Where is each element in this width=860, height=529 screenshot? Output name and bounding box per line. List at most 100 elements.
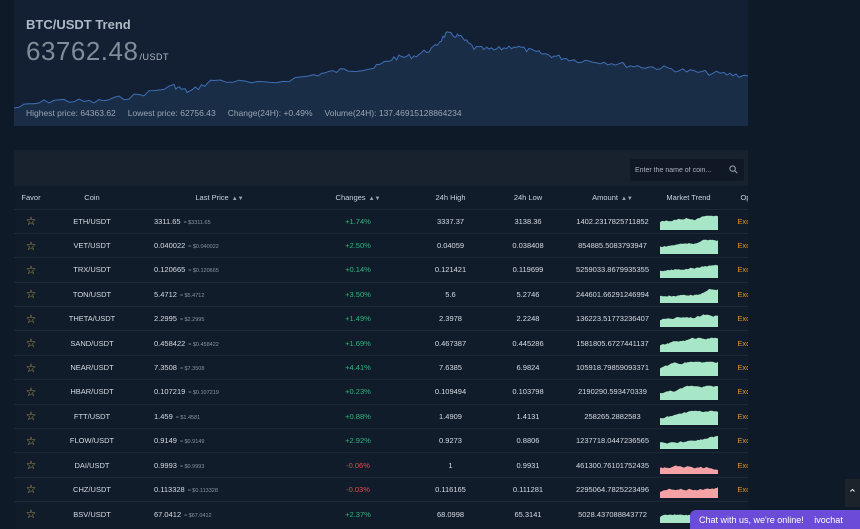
price-usd-approx: ≈ $0.458422 — [188, 341, 219, 348]
exchange-link[interactable]: Exchange — [737, 338, 748, 348]
price-usd-approx: ≈ $5.4712 — [179, 292, 205, 299]
table-row[interactable]: ☆ FLOW/USDT 0.9149 ≈ $0.9149 +2.92% 0.9273 0.8… — [14, 428, 748, 453]
favorite-star-icon[interactable]: ☆ — [14, 476, 48, 502]
table-row[interactable]: ☆ CHZ/USDT 0.113328 ≈ $0.113328 -0.03% 0.1161… — [14, 476, 748, 502]
chat-widget[interactable]: Chat with us, we're online! ivochat — [690, 510, 860, 529]
exchange-link[interactable]: Exchange — [737, 363, 748, 373]
exchange-link[interactable]: Exchange — [737, 460, 748, 470]
last-price: 7.3508 ≈ $7.3508 — [136, 354, 303, 380]
last-price-value: 0.113328 — [154, 484, 185, 494]
market-table: Favor Coin Last Price ▲▼ Changes ▲▼ 24h Hi… — [14, 186, 748, 527]
last-price: 0.107219 ≈ $0.107219 — [136, 379, 303, 405]
favorite-star-icon[interactable]: ☆ — [14, 330, 48, 356]
amount: 1402.2317825711852 — [568, 208, 657, 234]
table-row[interactable]: ☆ ETH/USDT 3311.65 ≈ $3311.65 +1.74% 3337.37 3… — [14, 208, 748, 234]
high-24h: 7.6385 — [413, 354, 488, 380]
high-24h: 3337.37 — [413, 208, 488, 234]
table-row[interactable]: ☆ THETA/USDT 2.2995 ≈ $2.2995 +1.49% 2.3978 2.… — [14, 306, 748, 331]
col-favor: Favor — [21, 192, 41, 202]
exchange-link[interactable]: Exchange — [737, 289, 748, 299]
amount: 244601.66291246994 — [568, 281, 657, 307]
exchange-link[interactable]: Exchange — [737, 436, 748, 446]
favorite-star-icon[interactable]: ☆ — [14, 257, 48, 283]
trend-area — [14, 31, 748, 126]
col-amount[interactable]: Amount ▲▼ — [568, 186, 657, 209]
favorite-star-icon[interactable]: ☆ — [14, 501, 48, 527]
amount: 2190290.593470339 — [568, 379, 657, 405]
low-24h: 0.103798 — [488, 379, 568, 405]
col-coin: Coin — [84, 192, 100, 202]
price-usd-approx: ≈ $7.3508 — [179, 366, 205, 373]
exchange-cell: Exchange — [720, 403, 748, 429]
table-row[interactable]: ☆ DAI/USDT 0.9993 ≈ $0.9993 -0.06% 1 0.9931 461… — [14, 452, 748, 478]
high-24h: 0.04059 — [413, 232, 488, 258]
coin-pair: HBAR/USDT — [48, 379, 136, 405]
favorite-star-icon[interactable]: ☆ — [14, 354, 48, 380]
sparkline-area — [659, 288, 718, 303]
sort-icon[interactable]: ▲▼ — [231, 195, 244, 202]
back-to-top-button[interactable]: ⌃ — [845, 479, 860, 507]
amount: 1581805.6727441137 — [568, 330, 657, 356]
price-usd-approx: ≈ $2.2995 — [179, 317, 205, 324]
table-row[interactable]: ☆ HBAR/USDT 0.107219 ≈ $0.107219 +0.23% 0.109… — [14, 379, 748, 405]
sparkline-chart — [659, 314, 718, 328]
favorite-star-icon[interactable]: ☆ — [14, 379, 48, 405]
table-row[interactable]: ☆ SAND/USDT 0.458422 ≈ $0.458422 +1.69% 0.467… — [14, 330, 748, 356]
exchange-cell: Exchange — [720, 379, 748, 405]
trend-title: BTC/USDT Trend — [26, 17, 131, 32]
volume-24h: Volume(24H): 137.46915128864234 — [324, 108, 462, 118]
favorite-star-icon[interactable]: ☆ — [14, 452, 48, 478]
exchange-link[interactable]: Exchange — [737, 265, 748, 275]
low-24h: 0.445286 — [488, 330, 568, 356]
favorite-star-icon[interactable]: ☆ — [14, 306, 48, 331]
price-value: 63762.48 — [26, 36, 139, 66]
exchange-link[interactable]: Exchange — [737, 484, 748, 494]
last-price-value: 67.0412 — [154, 509, 182, 519]
sparkline-chart — [659, 215, 718, 230]
favorite-star-icon[interactable]: ☆ — [14, 428, 48, 453]
exchange-link[interactable]: Exchange — [737, 411, 748, 421]
coin-pair: BSV/USDT — [48, 501, 136, 527]
high-24h: 0.109494 — [413, 379, 488, 405]
table-row[interactable]: ☆ BSV/USDT 67.0412 ≈ $67.0412 +2.37% 68.0998 6… — [14, 501, 748, 527]
favorite-star-icon[interactable]: ☆ — [14, 403, 48, 429]
change-percent: +1.49% — [303, 306, 413, 331]
exchange-link[interactable]: Exchange — [737, 387, 748, 397]
table-row[interactable]: ☆ VET/USDT 0.040022 ≈ $0.040022 +2.50% 0.0405… — [14, 232, 748, 258]
exchange-link[interactable]: Exchange — [737, 216, 748, 226]
sparkline-chart — [659, 410, 718, 425]
table-row[interactable]: ☆ TON/USDT 5.4712 ≈ $5.4712 +3.50% 5.6 5.2746 2… — [14, 281, 748, 307]
table-row[interactable]: ☆ FTT/USDT 1.459 ≈ $1.4581 +0.88% 1.4909 1.413… — [14, 403, 748, 429]
favorite-star-icon[interactable]: ☆ — [14, 232, 48, 258]
col-operate: Operate — [740, 192, 748, 202]
market-trend-sparkline — [657, 428, 720, 453]
market-trend-sparkline — [657, 330, 720, 356]
search-icon[interactable] — [729, 165, 738, 174]
sort-icon[interactable]: ▲▼ — [368, 195, 381, 202]
last-price: 0.113328 ≈ $0.113328 — [136, 476, 303, 502]
coin-search-input[interactable] — [635, 166, 727, 174]
table-row[interactable]: ☆ TRX/USDT 0.120665 ≈ $0.120665 +0.14% 0.1214… — [14, 257, 748, 283]
exchange-cell: Exchange — [720, 428, 748, 453]
market-table-panel: Favor Coin Last Price▲▼ Changes▲▼ 24h Hi… — [14, 150, 748, 529]
col-changes[interactable]: Changes ▲▼ — [303, 186, 413, 209]
exchange-cell: Exchange — [720, 257, 748, 283]
price-usd-approx: ≈ $0.9149 — [179, 439, 205, 446]
exchange-cell: Exchange — [720, 452, 748, 478]
current-price: 63762.48/USDT — [26, 36, 169, 67]
sparkline-chart — [659, 337, 718, 352]
coin-pair: THETA/USDT — [48, 306, 136, 331]
favorite-star-icon[interactable]: ☆ — [14, 281, 48, 307]
coin-pair: ETH/USDT — [48, 208, 136, 234]
col-last-price[interactable]: Last Price ▲▼ — [136, 186, 303, 209]
sparkline-chart — [659, 265, 718, 279]
sparkline-chart — [659, 435, 718, 450]
exchange-link[interactable]: Exchange — [737, 314, 748, 324]
last-price-value: 3311.65 — [154, 216, 181, 226]
table-row[interactable]: ☆ NEAR/USDT 7.3508 ≈ $7.3508 +4.41% 7.6385 6.9… — [14, 354, 748, 380]
low-24h: 0.119699 — [488, 257, 568, 283]
favorite-star-icon[interactable]: ☆ — [14, 208, 48, 234]
sort-icon[interactable]: ▲▼ — [620, 195, 633, 202]
market-trend-sparkline — [657, 354, 720, 380]
exchange-link[interactable]: Exchange — [737, 241, 748, 251]
